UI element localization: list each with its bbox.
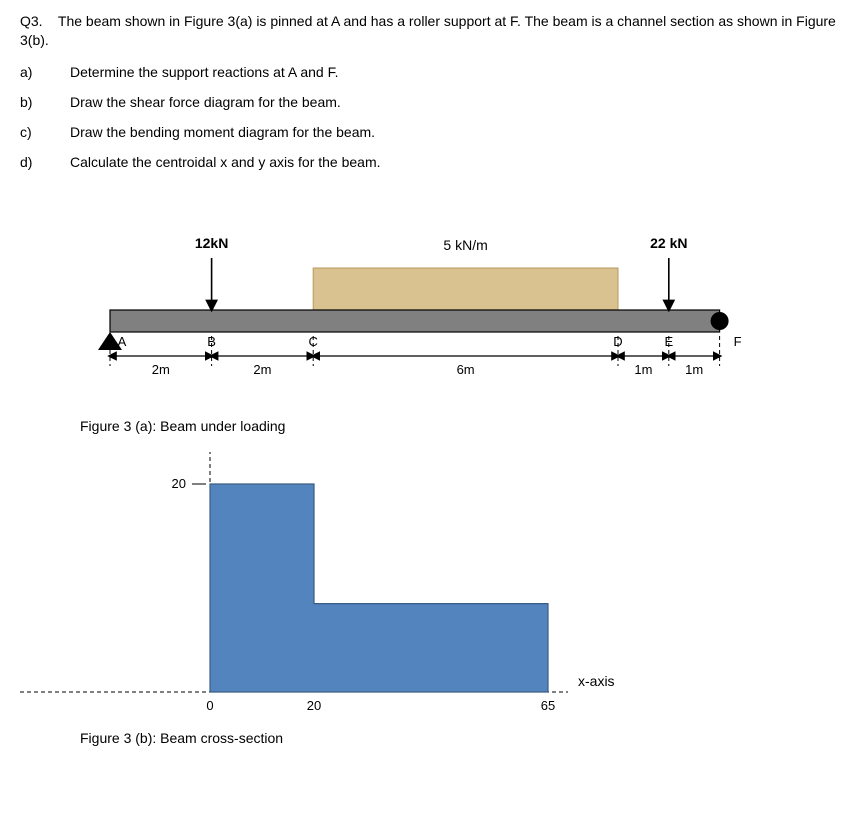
question-part: b) Draw the shear force diagram for the … <box>20 94 840 110</box>
dimension-label: 1m <box>685 362 703 377</box>
dimension-label: 2m <box>152 362 170 377</box>
y-tick-label: 20 <box>172 476 186 491</box>
part-text: Draw the bending moment diagram for the … <box>70 124 840 140</box>
part-label: c) <box>20 124 70 140</box>
udl-block <box>313 268 618 310</box>
question-parts: a) Determine the support reactions at A … <box>20 64 840 170</box>
question-intro: Q3. The beam shown in Figure 3(a) is pin… <box>20 12 840 50</box>
part-text: Determine the support reactions at A and… <box>70 64 840 80</box>
point-load-label: 22 kN <box>650 235 687 251</box>
node-label: A <box>118 334 127 349</box>
figure-a-caption: Figure 3 (a): Beam under loading <box>80 418 840 434</box>
question-intro-text: The beam shown in Figure 3(a) is pinned … <box>20 13 836 48</box>
figure-b-caption: Figure 3 (b): Beam cross-section <box>80 730 840 746</box>
roller-support-icon <box>711 312 729 330</box>
node-label: F <box>734 334 742 349</box>
x-tick-label: 0 <box>206 698 213 713</box>
beam-body <box>110 310 720 332</box>
cross-section-shape <box>210 484 548 692</box>
cross-section-diagram: y-axisx-axis0206520 <box>20 452 800 722</box>
part-label: a) <box>20 64 70 80</box>
point-load-label: 12kN <box>195 235 228 251</box>
x-tick-label: 65 <box>541 698 555 713</box>
question-part: c) Draw the bending moment diagram for t… <box>20 124 840 140</box>
part-label: d) <box>20 154 70 170</box>
part-label: b) <box>20 94 70 110</box>
x-tick-label: 20 <box>307 698 321 713</box>
figure-a-container: 5 kN/m12kN22 kNABCDEF2m2m6m1m1m <box>20 190 840 410</box>
question-part: a) Determine the support reactions at A … <box>20 64 840 80</box>
beam-loading-diagram: 5 kN/m12kN22 kNABCDEF2m2m6m1m1m <box>20 190 800 410</box>
x-axis-label: x-axis <box>578 673 615 689</box>
udl-label: 5 kN/m <box>443 237 487 253</box>
figure-b-container: y-axisx-axis0206520 <box>20 452 840 722</box>
dimension-label: 2m <box>253 362 271 377</box>
question-part: d) Calculate the centroidal x and y axis… <box>20 154 840 170</box>
dimension-label: 6m <box>457 362 475 377</box>
part-text: Draw the shear force diagram for the bea… <box>70 94 840 110</box>
dimension-label: 1m <box>634 362 652 377</box>
question-number: Q3. <box>20 13 43 29</box>
part-text: Calculate the centroidal x and y axis fo… <box>70 154 840 170</box>
